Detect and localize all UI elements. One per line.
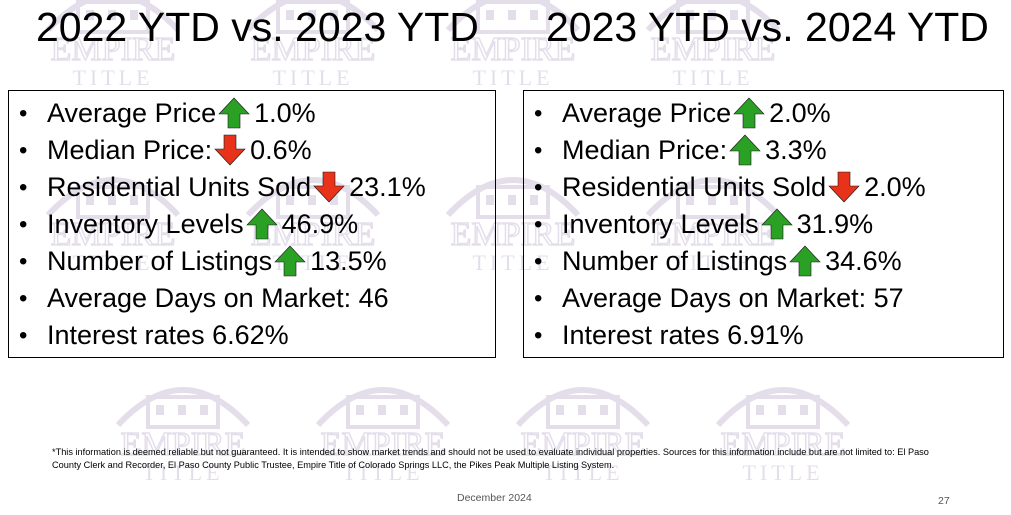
stat-label: Average Days on Market: 46 [47,283,389,313]
left-stats-box: Average Price 1.0% Median Price: 0.6% Reside… [8,90,496,358]
stat-label: Median Price: [47,135,213,165]
svg-text:TITLE: TITLE [672,65,753,90]
arrow-up-icon [218,97,250,129]
watermark-logo: EMPIRE TITLE [428,0,598,90]
stat-value: 2.0% [864,172,926,202]
right-column-title: 2023 YTD vs. 2024 YTD [546,4,989,50]
stat-value: 0.6% [250,135,312,165]
svg-text:TITLE: TITLE [142,460,223,485]
stat-label: Average Days on Market: 57 [562,283,904,313]
watermark-logo: EMPIRE TITLE [298,355,468,485]
stat-label: Inventory Levels [562,209,759,239]
svg-text:TITLE: TITLE [472,65,553,90]
watermark-logo: EMPIRE TITLE [28,0,198,90]
stat-value: 31.9% [796,209,874,239]
stat-item: Interest rates 6.91% [524,317,1003,354]
svg-text:EMPIRE: EMPIRE [721,426,846,463]
svg-text:EMPIRE: EMPIRE [521,426,646,463]
stat-label: Average Price [47,98,217,128]
stat-item: Average Price 2.0% [524,95,1003,132]
watermark-logo: EMPIRE TITLE [628,0,798,90]
arrow-up-icon [789,245,821,277]
stat-label: Number of Listings [47,246,273,276]
left-column-title: 2022 YTD vs. 2023 YTD [36,4,479,50]
svg-text:EMPIRE: EMPIRE [321,426,446,463]
stat-value: 1.0% [254,98,316,128]
stat-item: Median Price: 3.3% [524,132,1003,169]
svg-text:TITLE: TITLE [342,460,423,485]
right-stats-box: Average Price 2.0% Median Price: 3.3% Reside… [523,90,1004,358]
left-stats-list: Average Price 1.0% Median Price: 0.6% Reside… [9,91,495,354]
stat-label: Interest rates 6.91% [562,320,804,350]
stat-label: Median Price: [562,135,728,165]
svg-text:EMPIRE: EMPIRE [51,31,176,68]
stat-item: Number of Listings 13.5% [9,243,495,280]
watermark-logo: EMPIRE TITLE [698,355,868,485]
arrow-up-icon [733,97,765,129]
stat-value: 2.0% [769,98,831,128]
stat-item: Average Days on Market: 57 [524,280,1003,317]
svg-text:EMPIRE: EMPIRE [121,426,246,463]
stat-item: Inventory Levels 46.9% [9,206,495,243]
right-stats-list: Average Price 2.0% Median Price: 3.3% Reside… [524,91,1003,354]
page-number: 27 [938,495,950,507]
stat-value: 23.1% [349,172,426,202]
arrow-up-icon [245,208,278,240]
arrow-down-icon [313,171,345,203]
stat-label: Inventory Levels [47,209,244,239]
stat-label: Residential Units Sold [47,172,312,202]
svg-text:TITLE: TITLE [542,460,623,485]
stat-item: Interest rates 6.62% [9,317,495,354]
arrow-down-icon [828,171,860,203]
disclaimer-footnote: *This information is deemed reliable but… [52,447,929,470]
svg-text:TITLE: TITLE [72,65,153,90]
svg-text:EMPIRE: EMPIRE [451,31,576,68]
svg-text:EMPIRE: EMPIRE [251,31,376,68]
stat-label: Number of Listings [562,246,788,276]
stat-item: Average Price 1.0% [9,95,495,132]
stat-item: Number of Listings 34.6% [524,243,1003,280]
stat-value: 13.5% [310,246,387,276]
stat-item: Residential Units Sold 23.1% [9,169,495,206]
arrow-up-icon [760,208,793,240]
svg-text:TITLE: TITLE [272,65,353,90]
stat-item: Residential Units Sold 2.0% [524,169,1003,206]
footer-date: December 2024 [457,492,532,504]
stat-value: 46.9% [281,209,359,239]
svg-text:EMPIRE: EMPIRE [651,31,776,68]
stat-label: Interest rates 6.62% [47,320,289,350]
watermark-logo: EMPIRE TITLE [498,355,668,485]
stat-item: Average Days on Market: 46 [9,280,495,317]
arrow-down-icon [214,134,246,166]
stat-label: Residential Units Sold [562,172,827,202]
stat-item: Median Price: 0.6% [9,132,495,169]
stat-item: Inventory Levels 31.9% [524,206,1003,243]
watermark-logo: EMPIRE TITLE [98,355,268,485]
arrow-up-icon [274,245,306,277]
stat-label: Average Price [562,98,732,128]
watermark-logo: EMPIRE TITLE [228,0,398,90]
arrow-up-icon [729,134,761,166]
stat-value: 3.3% [765,135,827,165]
stat-value: 34.6% [825,246,902,276]
svg-text:TITLE: TITLE [742,460,823,485]
